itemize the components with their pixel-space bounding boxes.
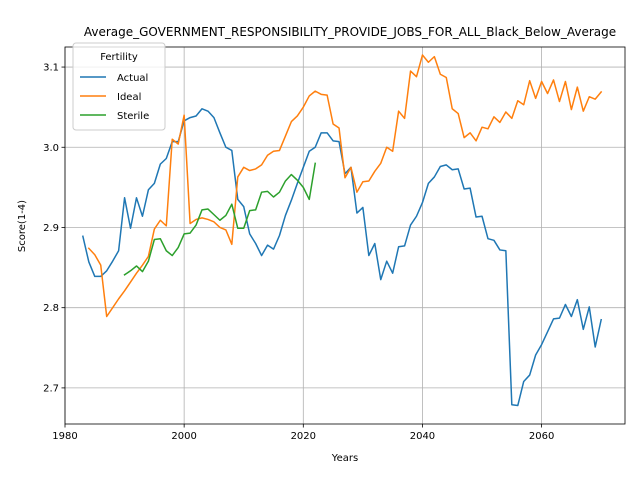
legend-entry-sterile: Sterile xyxy=(117,111,149,122)
y-tick-label: 2.9 xyxy=(43,223,59,234)
series-line-ideal xyxy=(87,54,603,318)
y-axis-ticks: 2.7 2.8 2.9 3.0 3.1 xyxy=(43,63,65,394)
legend-entry-ideal: Ideal xyxy=(117,92,141,103)
y-axis-label: Score(1-4) xyxy=(17,200,28,252)
legend-box xyxy=(72,42,166,131)
y-tick-label: 2.8 xyxy=(43,303,59,314)
y-tick-label: 3.0 xyxy=(43,143,59,154)
x-axis-label: Years xyxy=(331,453,358,464)
legend-entry-actual: Actual xyxy=(117,73,148,84)
series-line-sterile xyxy=(123,162,317,276)
x-tick-label: 2040 xyxy=(410,431,435,442)
chart-title: Average_GOVERNMENT_RESPONSIBILITY_PROVID… xyxy=(84,25,616,39)
series-lines xyxy=(81,54,603,407)
plot-frame xyxy=(64,46,626,425)
x-tick-label: 1980 xyxy=(52,431,77,442)
legend-title: Fertility xyxy=(100,52,138,63)
y-tick-label: 3.1 xyxy=(43,63,59,74)
x-tick-label: 2000 xyxy=(171,431,196,442)
y-tick-label: 2.7 xyxy=(43,383,59,394)
x-tick-label: 2020 xyxy=(291,431,316,442)
x-axis-ticks: 1980 2000 2020 2040 2060 xyxy=(52,424,554,442)
x-tick-label: 2060 xyxy=(529,431,554,442)
legend: Fertility Actual Ideal Sterile xyxy=(72,42,166,131)
